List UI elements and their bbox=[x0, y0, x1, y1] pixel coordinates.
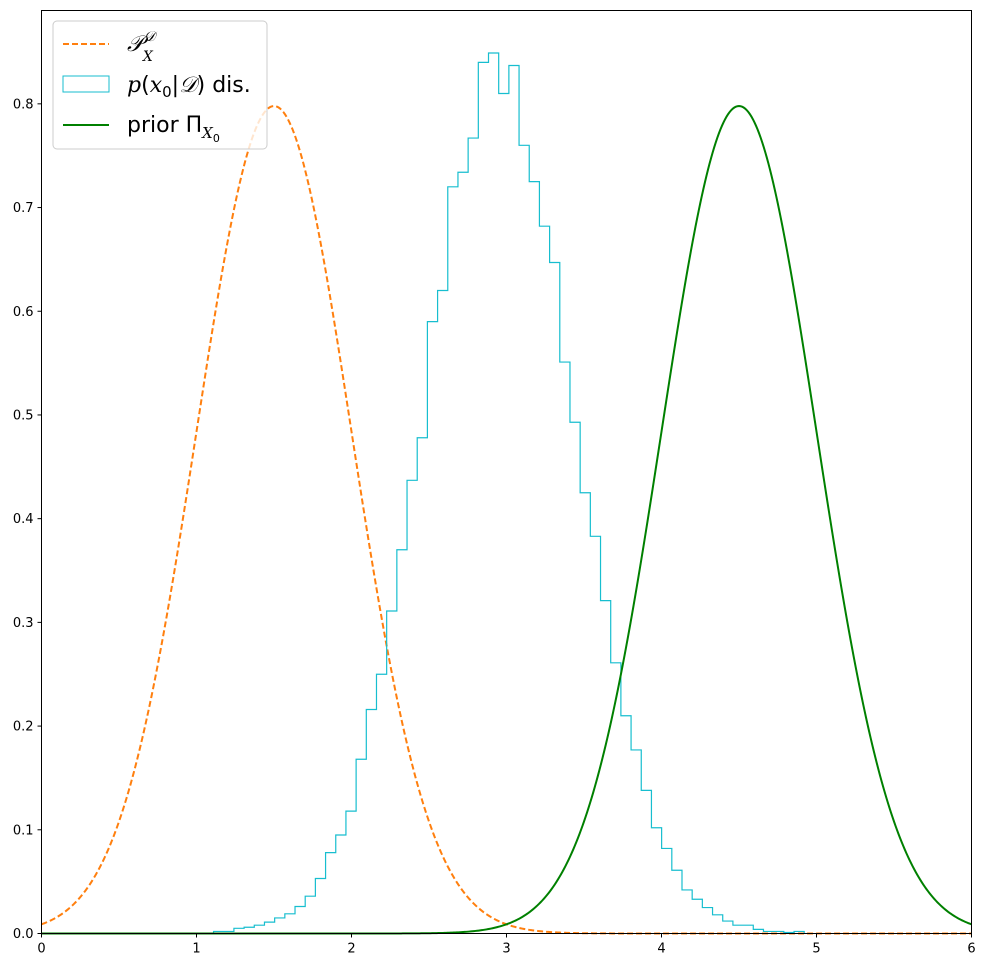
x-tick-label: 1 bbox=[192, 942, 200, 957]
y-tick-label: 0.4 bbox=[13, 512, 34, 527]
y-tick-label: 0.3 bbox=[13, 616, 34, 631]
y-tick-label: 0.1 bbox=[13, 823, 34, 838]
x-tick-label: 2 bbox=[347, 942, 355, 957]
legend-label-hist: p(x0|𝒟) dis. bbox=[127, 73, 251, 101]
y-tick-label: 0.7 bbox=[13, 201, 34, 216]
y-axis: 0.0 0.1 0.2 0.3 0.4 0.5 0.6 0.7 0.8 bbox=[13, 97, 42, 942]
legend-swatch-hist bbox=[62, 75, 110, 93]
y-tick-label: 0.5 bbox=[13, 408, 34, 423]
legend-label-prior: prior ΠX0 bbox=[127, 113, 220, 145]
series-prior-line bbox=[41, 105, 972, 935]
x-axis: 0 1 2 3 4 5 6 bbox=[37, 933, 976, 957]
x-tick-label: 3 bbox=[502, 942, 510, 957]
x-tick-label: 6 bbox=[967, 942, 975, 957]
y-tick-label: 0.8 bbox=[13, 97, 34, 112]
legend: 𝒫X𝒟 p(x0|𝒟) dis. prior ΠX0 bbox=[52, 20, 268, 150]
y-tick-label: 0.2 bbox=[13, 720, 34, 735]
legend-label-pxd: 𝒫X𝒟 bbox=[127, 29, 158, 65]
legend-box bbox=[52, 20, 268, 150]
series-histogram bbox=[212, 52, 805, 934]
x-tick-label: 5 bbox=[812, 942, 820, 957]
y-tick-label: 0.0 bbox=[13, 927, 34, 942]
series-pxd-line bbox=[41, 105, 972, 935]
series-layer bbox=[41, 52, 972, 935]
y-tick-label: 0.6 bbox=[13, 305, 34, 320]
x-tick-label: 4 bbox=[657, 942, 665, 957]
x-tick-label: 0 bbox=[37, 942, 45, 957]
